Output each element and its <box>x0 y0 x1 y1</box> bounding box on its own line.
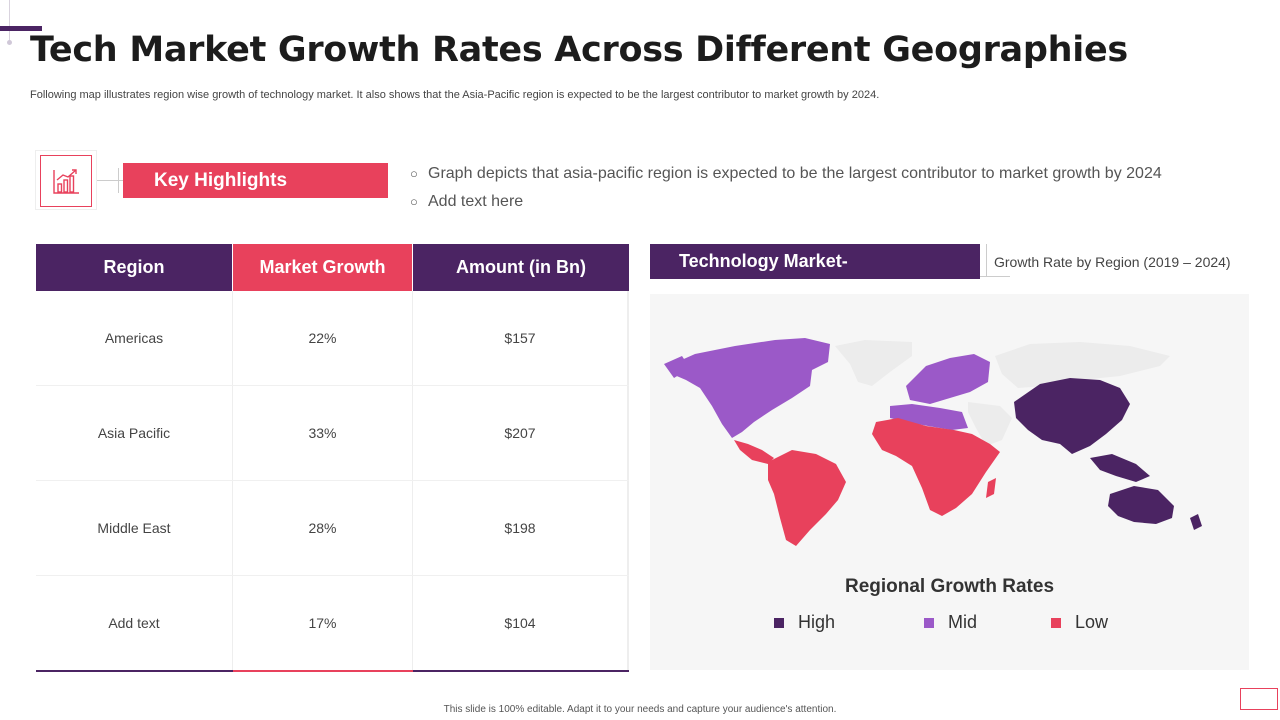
page-title: Tech Market Growth Rates Across Differen… <box>30 30 1128 70</box>
cell-amount: $207 <box>413 386 629 480</box>
regional-growth-rates-title: Regional Growth Rates <box>844 576 1055 597</box>
legend-swatch-mid <box>924 617 934 628</box>
cell-region: Add text <box>36 576 233 670</box>
map-region-alaska <box>664 356 690 378</box>
corner-decoration-bar <box>0 26 42 31</box>
bullet-item: ○ Graph depicts that asia-pacific region … <box>410 160 1162 188</box>
table-row: Asia Pacific 33% $207 <box>36 386 629 481</box>
map-region-madagascar <box>986 478 996 498</box>
cell-amount: $157 <box>413 291 629 385</box>
map-region-new-zealand <box>1190 514 1202 530</box>
map-region-asia <box>1014 378 1130 454</box>
legend-item-high: High <box>774 612 835 633</box>
highlights-icon-box <box>35 150 97 210</box>
table-border-segment <box>233 670 413 672</box>
cell-amount: $104 <box>413 576 629 670</box>
growth-rate-sublabel: Growth Rate by Region (2019 – 2024) <box>994 254 1231 270</box>
bullet-text: Add text here <box>428 193 524 210</box>
technology-market-label: Technology Market- <box>650 244 980 279</box>
page-subtitle: Following map illustrates region wise gr… <box>30 89 880 101</box>
map-region-africa <box>872 418 1000 516</box>
cell-amount: $198 <box>413 481 629 575</box>
table-bottom-border <box>36 670 629 672</box>
map-region-central-america <box>734 440 774 464</box>
map-region-southeast-asia <box>1090 454 1150 482</box>
map-label-connector-base <box>980 276 1010 277</box>
key-highlights-label: Key Highlights <box>123 163 388 198</box>
cell-market-growth: 22% <box>233 291 413 385</box>
highlights-connector-tick <box>118 168 119 193</box>
cell-region: Americas <box>36 291 233 385</box>
cell-market-growth: 28% <box>233 481 413 575</box>
column-header-region: Region <box>36 244 233 291</box>
bar-chart-icon <box>53 169 79 194</box>
map-region-greenland <box>835 340 912 386</box>
table-row: Middle East 28% $198 <box>36 481 629 576</box>
legend-swatch-high <box>774 617 784 628</box>
corner-decoration-box <box>1240 688 1278 710</box>
table-border-segment <box>413 670 629 672</box>
map-region-europe <box>906 354 990 404</box>
footer-note: This slide is 100% editable. Adapt it to… <box>443 704 837 715</box>
legend-swatch-low <box>1051 617 1061 628</box>
map-region-north-africa <box>890 404 968 430</box>
bullet-marker: ○ <box>410 194 418 209</box>
highlights-icon-frame <box>40 155 92 207</box>
bullet-item: ○ Add text here <box>410 188 1162 216</box>
legend-label-mid: Mid <box>948 612 978 632</box>
table-row: Add text 17% $104 <box>36 576 629 671</box>
corner-decoration-dot <box>7 40 12 45</box>
map-region-russia <box>995 342 1170 388</box>
table-row: Americas 22% $157 <box>36 291 629 386</box>
bullet-marker: ○ <box>410 166 418 181</box>
cell-market-growth: 17% <box>233 576 413 670</box>
corner-decoration-line <box>9 0 10 42</box>
world-map <box>664 338 1202 546</box>
map-region-australia <box>1108 486 1174 524</box>
cell-region: Middle East <box>36 481 233 575</box>
legend-item-mid: Mid <box>924 612 977 633</box>
column-header-amount: Amount (in Bn) <box>413 244 629 291</box>
highlights-connector <box>97 180 123 181</box>
legend-label-high: High <box>798 612 836 632</box>
highlights-bullets: ○ Graph depicts that asia-pacific region … <box>410 160 1162 216</box>
growth-table: Region Market Growth Amount (in Bn) Amer… <box>36 244 629 672</box>
cell-region: Asia Pacific <box>36 386 233 480</box>
map-label-connector <box>986 244 987 276</box>
column-header-market-growth: Market Growth <box>233 244 413 291</box>
legend-label-low: Low <box>1075 612 1109 632</box>
cell-market-growth: 33% <box>233 386 413 480</box>
table-border-segment <box>36 670 233 672</box>
world-map-panel: Regional Growth Rates High Mid Low <box>650 294 1249 670</box>
map-region-north-america <box>668 338 830 438</box>
map-region-middle-east <box>968 402 1012 446</box>
table-header-row: Region Market Growth Amount (in Bn) <box>36 244 629 291</box>
legend-item-low: Low <box>1051 612 1108 633</box>
map-region-south-america <box>768 450 846 546</box>
bullet-text: Graph depicts that asia-pacific region i… <box>428 165 1162 182</box>
